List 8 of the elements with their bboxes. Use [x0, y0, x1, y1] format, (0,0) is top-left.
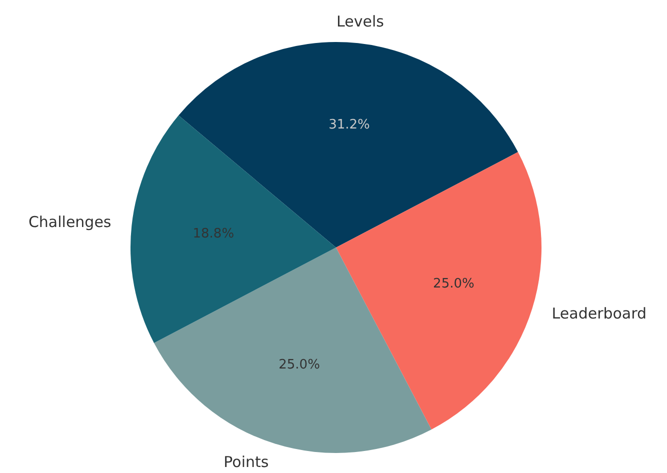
data-label: 18.8%	[192, 226, 234, 242]
slice-label: Levels	[336, 12, 384, 31]
slice-label: Challenges	[28, 213, 112, 232]
slice-label: Leaderboard	[552, 304, 647, 323]
slice-label: Points	[224, 453, 269, 472]
data-label: 25.0%	[433, 276, 474, 292]
data-label: 31.2%	[328, 117, 370, 132]
data-label: 25.0%	[278, 358, 320, 373]
